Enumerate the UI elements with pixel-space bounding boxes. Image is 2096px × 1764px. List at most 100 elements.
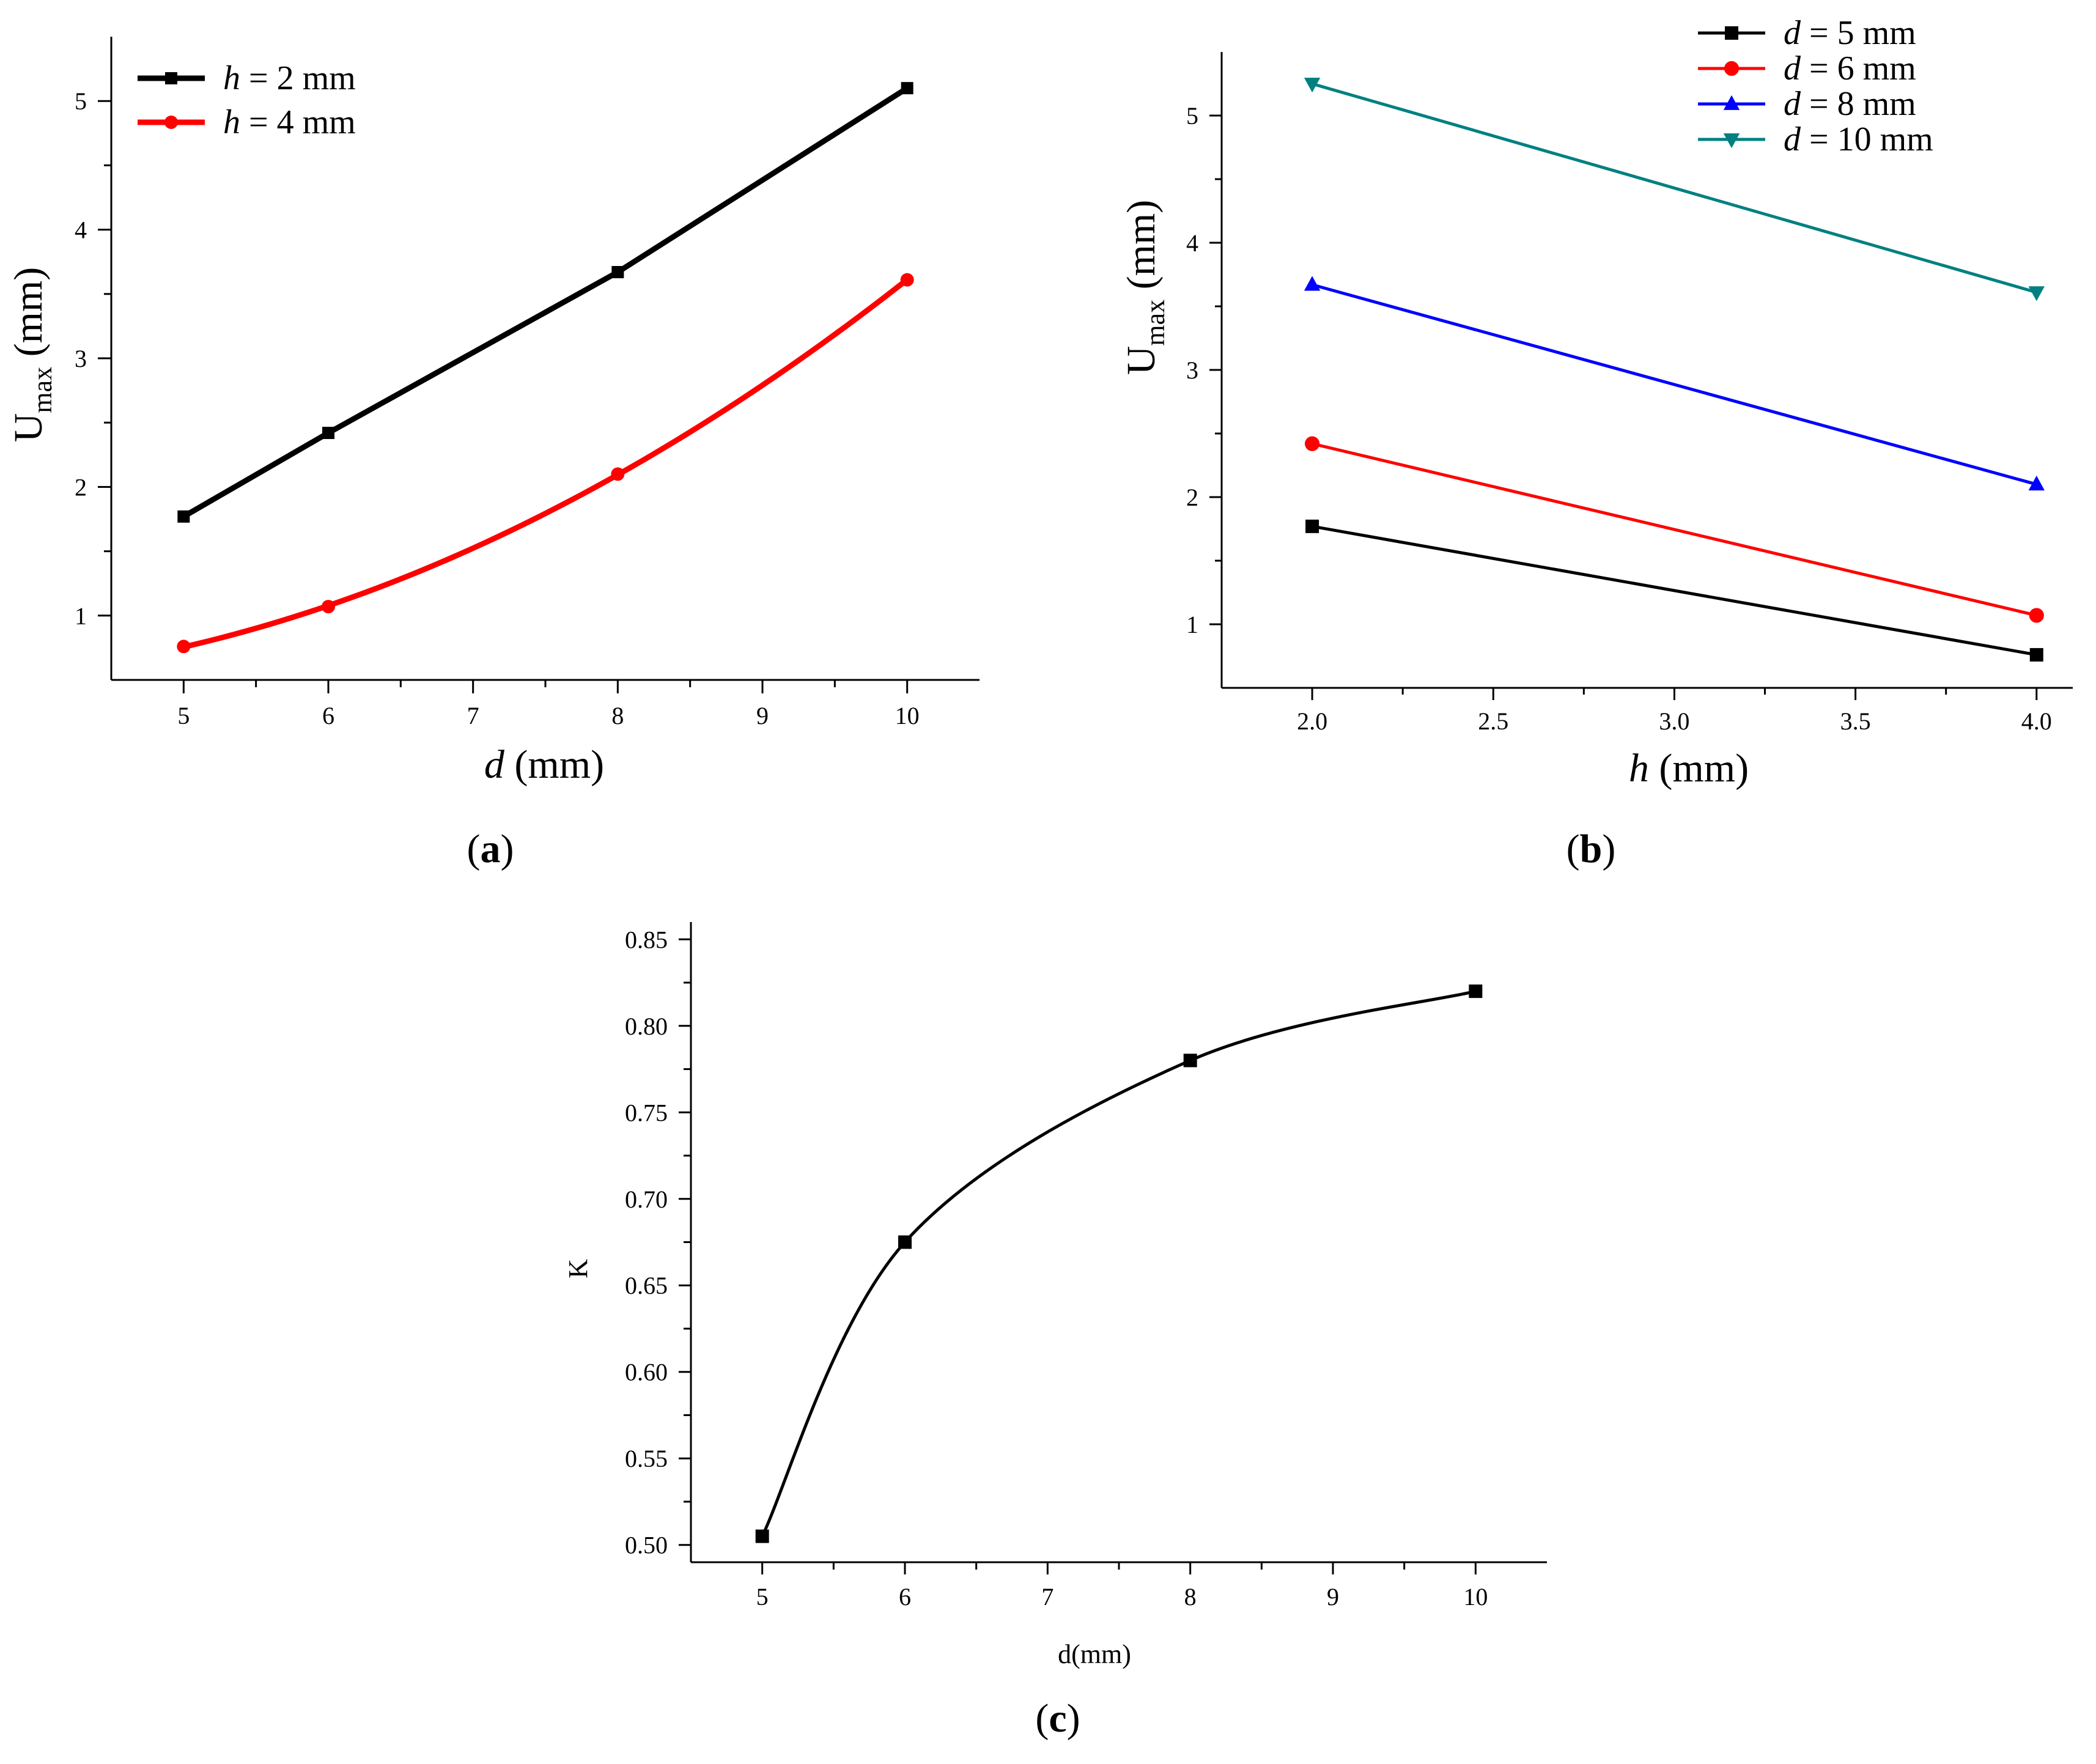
y-tick-label: 2 [75, 473, 87, 501]
legend-label: h = 4 mm [223, 103, 356, 141]
legend-marker [1723, 95, 1740, 110]
x-tick-label: 3.5 [1840, 707, 1871, 735]
legend-variable: h [223, 103, 240, 141]
panel-label-open: ( [467, 827, 481, 871]
y-tick-label: 0.85 [625, 926, 668, 953]
x-tick-label: 7 [467, 702, 479, 729]
y-tick-label: 4 [1186, 229, 1198, 257]
x-tick-label: 7 [1041, 1583, 1054, 1611]
y-tick-label: 0.70 [625, 1186, 668, 1213]
legend-variable: d [1784, 50, 1801, 87]
series-line [182, 86, 909, 519]
legend-value: = 4 mm [240, 103, 356, 141]
series-0 [177, 82, 913, 523]
data-point [611, 266, 624, 279]
panel-label-open: ( [1035, 1696, 1049, 1741]
legend-value: = 5 mm [1801, 14, 1916, 52]
x-tick-label: 5 [177, 702, 190, 729]
series-line [1312, 525, 2037, 657]
panel-label: (c) [1035, 1696, 1080, 1741]
panel-label-letter: a [481, 827, 501, 871]
y-axis-subscript: max [1140, 300, 1170, 346]
legend-marker [1725, 26, 1738, 40]
y-tick-label: 5 [75, 87, 87, 115]
series-line [1312, 442, 2037, 617]
legend-variable: d [1784, 85, 1801, 123]
data-point [1305, 519, 1319, 533]
data-point [611, 467, 625, 481]
x-tick-label: 2.0 [1297, 707, 1327, 735]
series-0 [755, 984, 1483, 1543]
data-point [2028, 286, 2045, 301]
legend-value: = 6 mm [1801, 50, 1916, 87]
y-axis-subscript: max [28, 367, 57, 413]
y-axis-unit: (mm) [1119, 200, 1164, 300]
x-axis-unit: (mm) [504, 742, 604, 787]
x-tick-label: 6 [322, 702, 334, 729]
data-point [755, 1529, 769, 1543]
legend-marker [1724, 61, 1740, 76]
series-line [183, 277, 909, 650]
panel-label: (b) [1566, 827, 1616, 871]
x-tick-label: 10 [895, 702, 920, 729]
x-tick-label: 6 [899, 1583, 911, 1611]
panel-label-close: ) [501, 827, 514, 871]
y-tick-label: 3 [75, 345, 87, 372]
data-point [322, 600, 335, 614]
y-tick-label: 1 [1186, 611, 1198, 638]
data-point [1304, 436, 1320, 451]
legend-marker [1723, 133, 1740, 149]
legend: d = 5 mmd = 6 mmd = 8 mmd = 10 mm [1698, 14, 1933, 158]
y-tick-label: 3 [1186, 356, 1198, 384]
legend-label: d = 10 mm [1784, 120, 1933, 158]
legend-marker [165, 72, 177, 84]
legend: h = 2 mm h = 4 mm [138, 59, 356, 141]
panel-c: 5 6 7 8 9 10 0.50 0.55 0.60 0.65 0.70 0.75 0.80 0.85 d… [563, 922, 1547, 1741]
series-line [761, 989, 1476, 1537]
series-1 [1304, 436, 2044, 623]
y-tick-label: 1 [75, 602, 87, 630]
legend-value: = 8 mm [1801, 85, 1916, 123]
y-axis-title: K [563, 1259, 593, 1279]
legend-variable: d [1784, 14, 1801, 52]
y-tick-label: 0.65 [625, 1272, 668, 1299]
x-axis-title: d(mm) [1058, 1639, 1131, 1669]
panel-label: (a) [467, 827, 514, 871]
data-point [898, 1235, 912, 1249]
data-point [2028, 475, 2045, 491]
data-point [901, 82, 913, 95]
y-tick-label: 2 [1186, 484, 1198, 511]
panel-label-close: ) [1067, 1696, 1080, 1741]
x-axis-variable: h [1629, 746, 1649, 791]
legend-variable: d [1784, 120, 1801, 158]
y-axis-title: Umax (mm) [6, 267, 57, 443]
legend-label: d = 5 mm [1784, 14, 1916, 52]
data-point [2029, 608, 2044, 623]
series-line [1312, 283, 2037, 486]
series-3 [1304, 78, 2045, 301]
x-axis-unit: (mm) [1649, 746, 1749, 791]
data-point [1183, 1054, 1197, 1068]
data-point [1469, 984, 1483, 998]
y-tick-label: 0.60 [625, 1359, 668, 1386]
panel-label-close: ) [1602, 827, 1615, 871]
x-axis-variable: d [484, 742, 505, 787]
legend-label: d = 6 mm [1784, 50, 1916, 87]
x-tick-label: 8 [1184, 1583, 1197, 1611]
x-tick-label: 10 [1463, 1583, 1488, 1611]
legend-value: = 10 mm [1801, 120, 1933, 158]
legend-marker [164, 116, 178, 129]
legend-value: = 2 mm [240, 59, 356, 97]
y-tick-label: 5 [1186, 102, 1198, 130]
x-tick-label: 4.0 [2021, 707, 2052, 735]
x-tick-label: 9 [1327, 1583, 1339, 1611]
x-tick-label: 2.5 [1478, 707, 1508, 735]
data-point [1304, 276, 1321, 291]
legend-label: d = 8 mm [1784, 85, 1916, 123]
y-axis-symbol: U [1119, 346, 1164, 375]
x-tick-label: 9 [756, 702, 769, 729]
series-2 [1304, 276, 2045, 491]
x-axis-title: d (mm) [484, 742, 604, 787]
